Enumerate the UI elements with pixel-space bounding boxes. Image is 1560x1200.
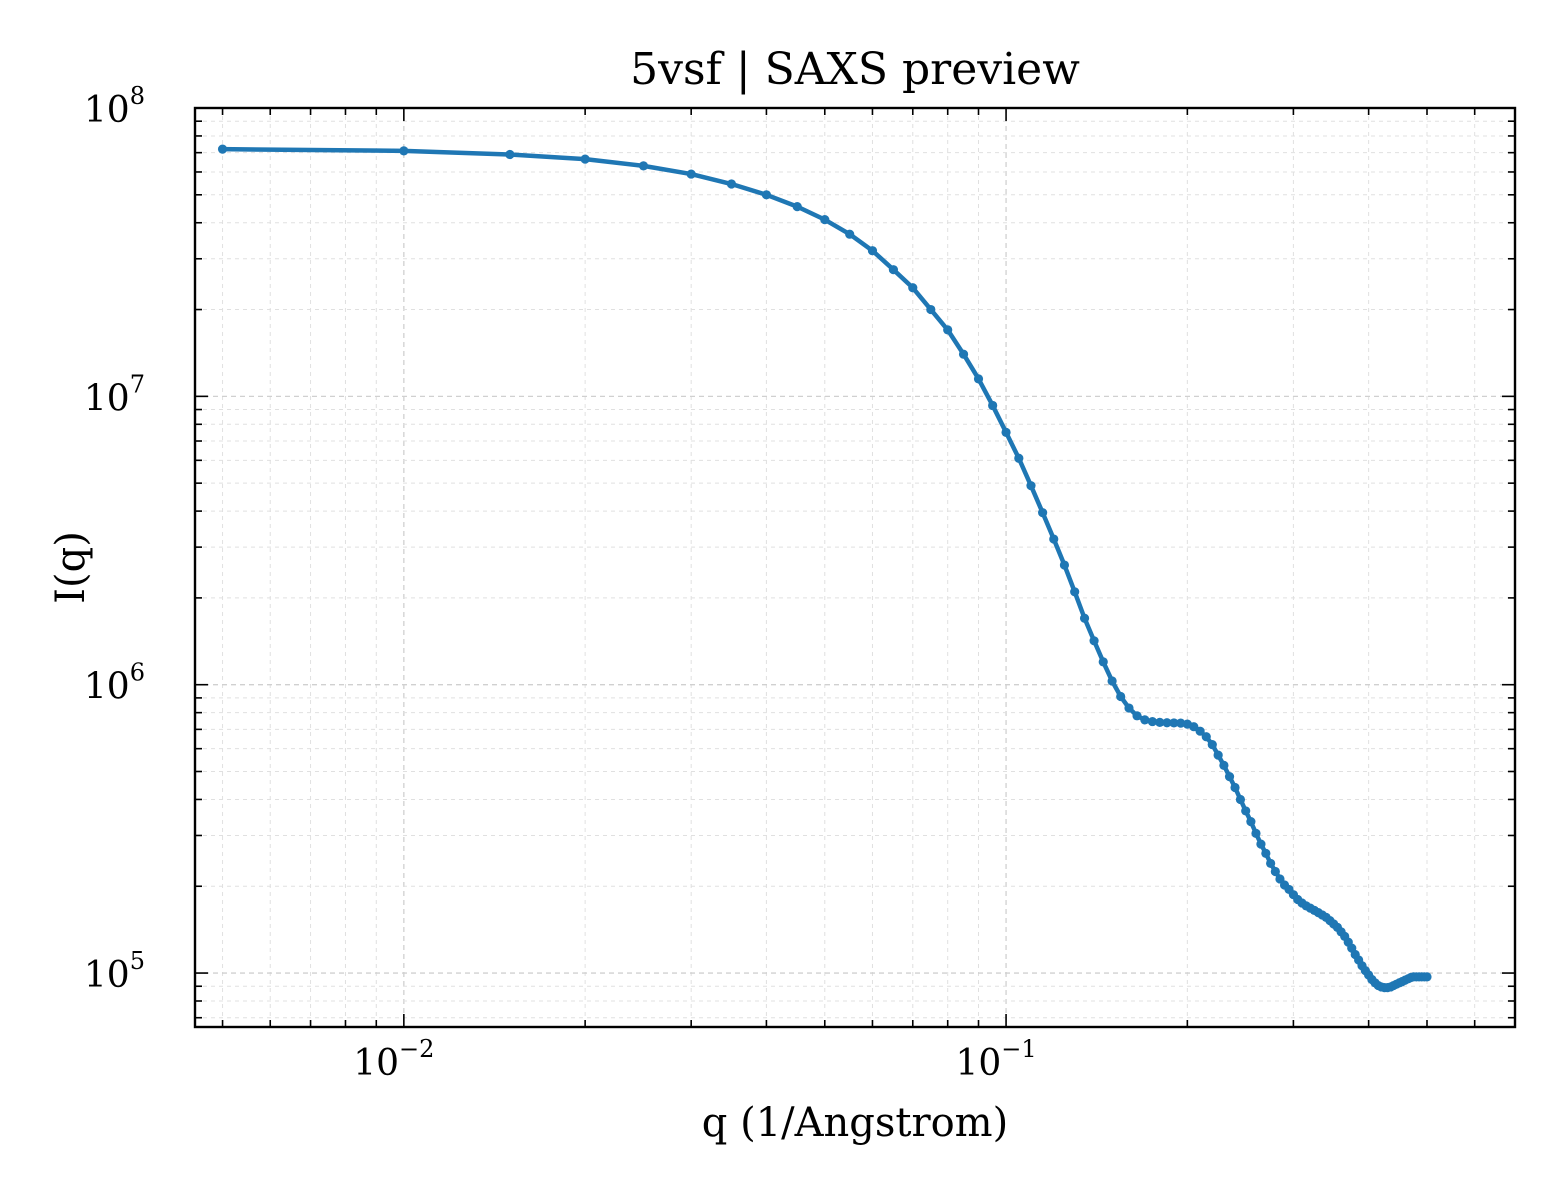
data-point bbox=[1201, 732, 1211, 742]
data-point bbox=[1241, 806, 1251, 816]
data-point bbox=[908, 283, 918, 293]
data-point bbox=[1169, 718, 1179, 728]
data-point bbox=[1132, 711, 1142, 721]
data-point bbox=[761, 190, 772, 200]
data-point bbox=[1235, 794, 1246, 805]
data-point bbox=[1162, 718, 1172, 728]
data-point bbox=[505, 149, 515, 160]
data-point bbox=[1059, 560, 1070, 570]
y-tick-label: 108 bbox=[84, 82, 145, 131]
data-point bbox=[1261, 848, 1271, 859]
plot-frame bbox=[193, 106, 1517, 1029]
chart-title: 5vsf | SAXS preview bbox=[630, 44, 1080, 95]
data-point bbox=[1207, 739, 1217, 750]
data-point bbox=[1266, 858, 1276, 869]
x-tick-label: 10−1 bbox=[955, 1035, 1036, 1084]
data-point bbox=[958, 349, 969, 359]
x-tick-label: 10−2 bbox=[353, 1035, 434, 1084]
data-point bbox=[1256, 839, 1266, 849]
data-point bbox=[1070, 587, 1080, 597]
data-point bbox=[1038, 508, 1048, 518]
data-point bbox=[888, 265, 899, 275]
data-point bbox=[943, 325, 953, 335]
data-point bbox=[1195, 726, 1205, 736]
data-point bbox=[1140, 715, 1150, 725]
x-axis-label: q (1/Angstrom) bbox=[702, 1100, 1008, 1146]
data-point bbox=[1089, 636, 1099, 646]
data-point bbox=[399, 146, 409, 156]
data-point bbox=[1049, 534, 1059, 544]
y-tick-label: 107 bbox=[84, 370, 145, 419]
data-point bbox=[1014, 453, 1024, 463]
data-point bbox=[638, 161, 649, 171]
data-point bbox=[1251, 828, 1261, 839]
data-point bbox=[217, 144, 228, 154]
data-point bbox=[820, 215, 830, 225]
data-point bbox=[1026, 481, 1036, 491]
data-point bbox=[1124, 703, 1134, 713]
data-point bbox=[1270, 866, 1280, 877]
data-point bbox=[1116, 691, 1126, 702]
grid bbox=[195, 107, 1515, 1027]
data-point bbox=[580, 154, 590, 164]
data-point bbox=[1155, 717, 1165, 728]
data-point bbox=[926, 304, 936, 315]
y-tick-label: 106 bbox=[84, 659, 145, 708]
data-point bbox=[845, 229, 855, 239]
data-point bbox=[867, 246, 878, 256]
data-point bbox=[792, 202, 802, 212]
data-point bbox=[1422, 972, 1432, 982]
data-point bbox=[1230, 782, 1240, 793]
data-point bbox=[726, 179, 737, 189]
data-point bbox=[1098, 657, 1108, 667]
data-point bbox=[1219, 760, 1229, 770]
data-point bbox=[1001, 427, 1011, 437]
y-axis-label: I(q) bbox=[48, 531, 94, 604]
data-point bbox=[686, 169, 696, 179]
y-tick-label: 105 bbox=[84, 947, 145, 996]
data-point bbox=[1147, 716, 1158, 727]
data-point bbox=[1213, 750, 1223, 760]
data-point bbox=[1224, 772, 1235, 782]
data-point bbox=[1246, 817, 1256, 827]
ticks: 10−2 10−1 105 106 107 108 bbox=[84, 82, 1515, 1084]
data-point bbox=[988, 400, 998, 411]
series-layer bbox=[217, 144, 1432, 993]
data-point bbox=[1079, 613, 1090, 623]
data-point bbox=[1107, 676, 1117, 686]
data-point bbox=[973, 374, 984, 384]
